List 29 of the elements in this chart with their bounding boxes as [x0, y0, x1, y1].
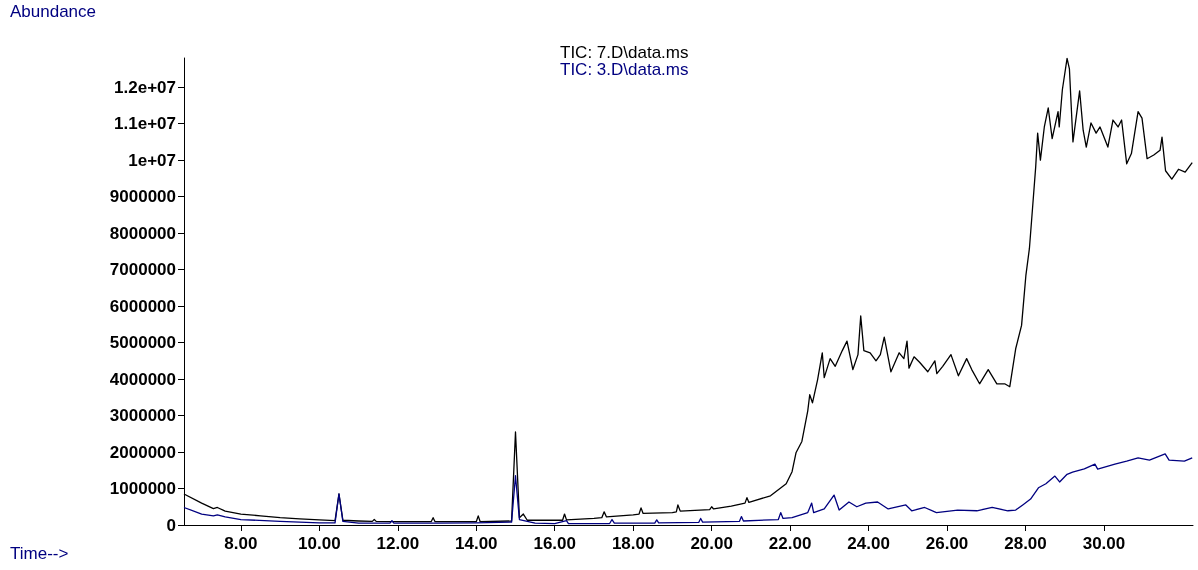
x-tick-label: 30.00 — [1082, 534, 1126, 553]
y-tick-label: 7000000 — [109, 260, 176, 280]
y-tick-label: 0 — [166, 515, 176, 535]
x-tick-label: 14.00 — [454, 534, 498, 553]
x-tick-label: 28.00 — [1004, 534, 1047, 553]
text: TIC: 7.D\data.ms — [560, 43, 689, 62]
x-tick-label: 10.00 — [298, 534, 341, 553]
y-tick-label: 2000000 — [109, 442, 176, 462]
y-tick-label: 5000000 — [109, 333, 176, 353]
y-tick-label: 9000000 — [109, 187, 176, 207]
y-tick-label: 1.2e+07 — [114, 77, 176, 97]
x-tick-label: 24.00 — [847, 534, 890, 553]
y-tick-label: 1.1e+07 — [114, 114, 176, 134]
y-tick-label: 8000000 — [109, 223, 176, 243]
text: TIC: 3.D\data.ms — [560, 60, 689, 79]
y-tick-label: 4000000 — [109, 369, 176, 389]
x-tick-label: 12.00 — [376, 534, 420, 553]
x-tick-label: 26.00 — [925, 534, 969, 553]
x-tick-label: 8.00 — [224, 534, 258, 553]
x-tick-label: 18.00 — [611, 534, 655, 553]
y-tick-label: 6000000 — [109, 296, 176, 316]
y-axis-title: Abundance — [10, 2, 97, 21]
y-tick-label: 1e+07 — [128, 150, 176, 170]
x-tick-label: 16.00 — [533, 534, 576, 553]
y-tick-label: 3000000 — [109, 406, 176, 426]
x-tick-label: 22.00 — [768, 534, 812, 553]
x-axis-title: Time--> — [10, 544, 69, 563]
y-tick-label: 1000000 — [109, 479, 176, 499]
x-tick-label: 20.00 — [690, 534, 733, 553]
